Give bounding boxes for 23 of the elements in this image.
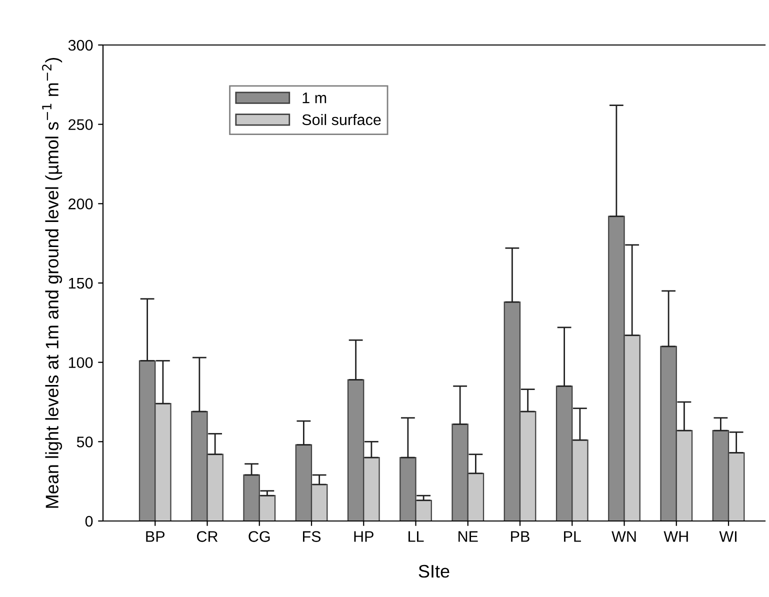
legend-label: Soil surface — [302, 114, 381, 126]
y-tick-label: 300 — [68, 40, 93, 51]
x-tick-label: LL — [408, 531, 424, 542]
x-tick-label: WI — [719, 531, 736, 542]
x-tick-label: CR — [196, 531, 218, 542]
y-tick-label: 150 — [68, 278, 93, 289]
legend-label: 1 m — [302, 92, 326, 104]
y-tick-label: 250 — [68, 119, 93, 130]
y-tick-label: 0 — [85, 516, 93, 527]
y-tick-label: 100 — [68, 357, 93, 368]
x-tick-label: NE — [458, 531, 478, 542]
x-tick-label: PL — [564, 531, 581, 542]
x-tick-label: HP — [354, 531, 374, 542]
x-tick-label: WH — [664, 531, 688, 542]
x-tick-label: CG — [248, 531, 270, 542]
x-tick-label: WN — [612, 531, 636, 542]
x-tick-label: PB — [511, 531, 530, 542]
x-tick-label: FS — [302, 531, 321, 542]
y-tick-label: 200 — [68, 198, 93, 210]
y-axis-title: Mean light levels at 1m and ground level (µmol s$^{−1}$ m$^{−2}$) — [42, 58, 62, 508]
x-axis-title: SIte — [418, 564, 450, 578]
x-tick-label: BP — [146, 531, 165, 542]
y-tick-label: 50 — [76, 436, 93, 448]
